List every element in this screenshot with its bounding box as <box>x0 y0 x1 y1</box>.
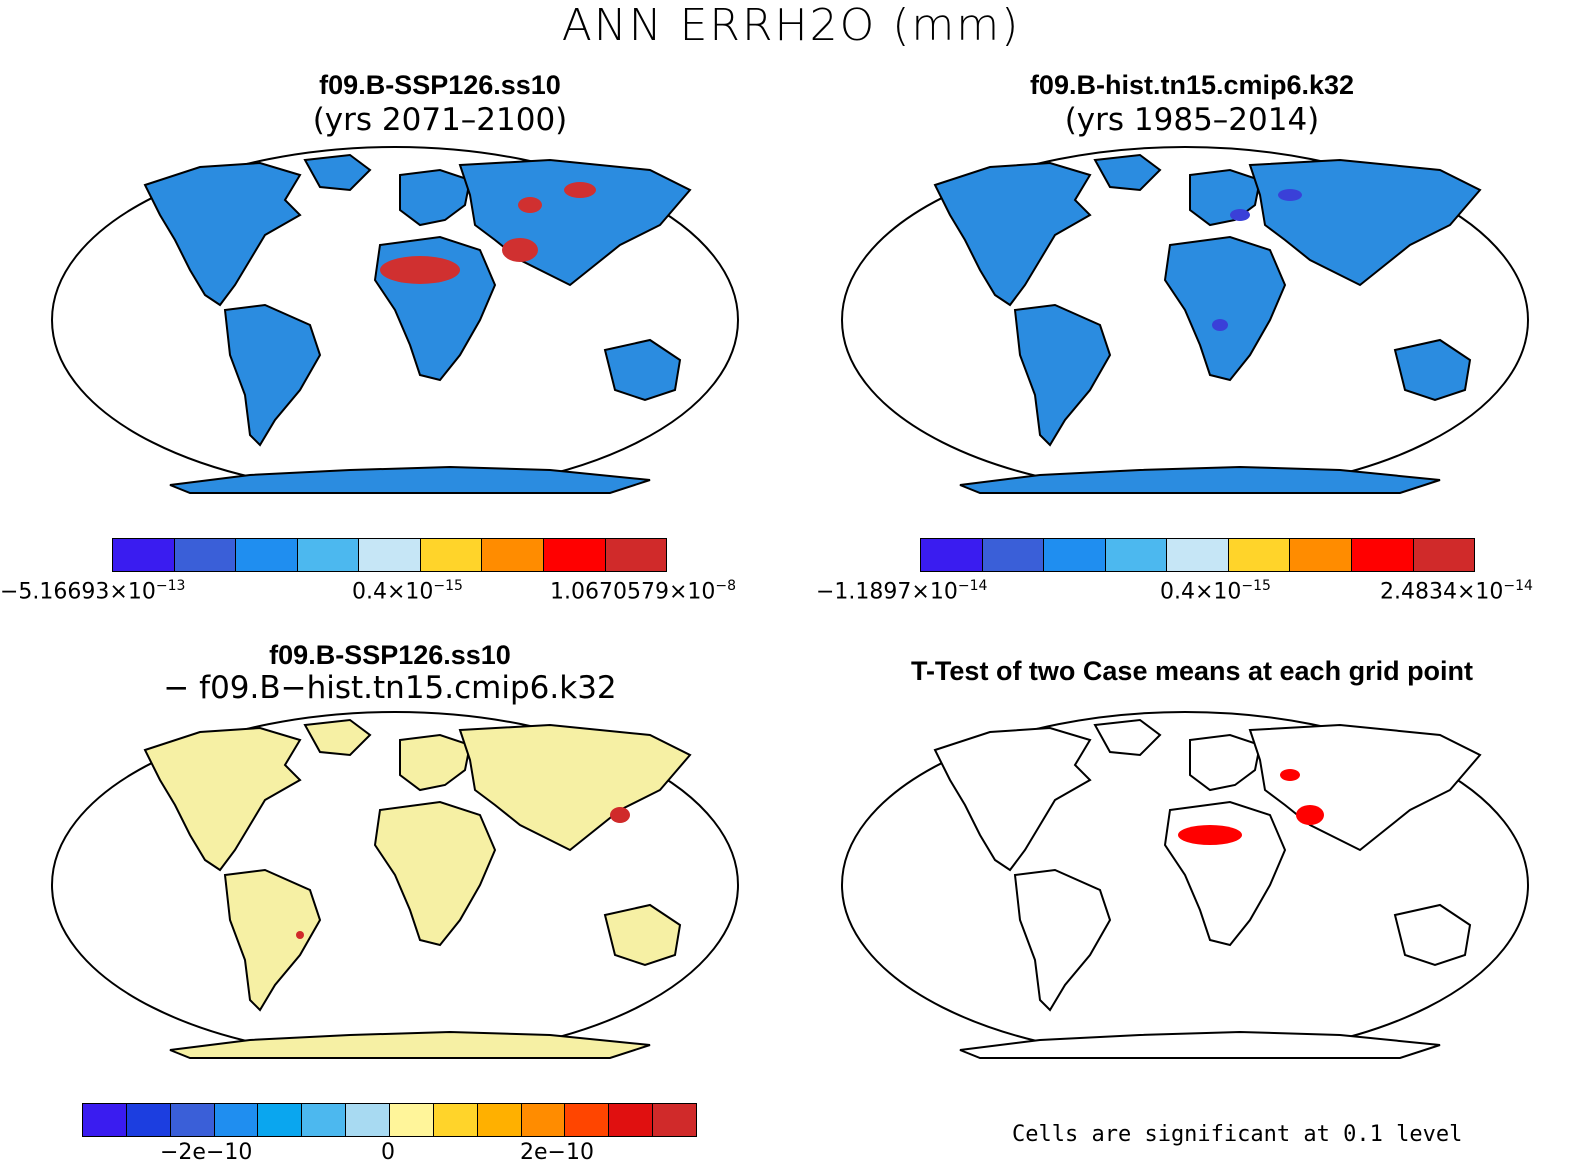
panel-2-colorbar <box>920 538 1475 572</box>
colorbar-swatch <box>236 539 298 571</box>
australia-landmass <box>1393 338 1472 402</box>
australia-landmass <box>603 338 682 402</box>
africa-landmass <box>373 800 497 947</box>
colorbar-swatch <box>302 1104 347 1136</box>
colorbar-swatch <box>609 1104 654 1136</box>
hotspot-region <box>610 807 630 823</box>
panel-1-subtitle: (yrs 2071–2100) <box>312 102 568 138</box>
colorbar-swatch <box>359 539 421 571</box>
hotspot-region <box>1278 189 1302 201</box>
colorbar-swatch <box>1167 539 1229 571</box>
australia-landmass <box>603 903 682 967</box>
south-america-landmass <box>223 868 322 1012</box>
hotspot-region <box>502 238 538 262</box>
south-america-landmass <box>1013 303 1112 447</box>
panel-3-tick-min: −2e−10 <box>160 1140 253 1165</box>
greenland-landmass <box>303 718 372 757</box>
panel-1-tick-max: 1.0670579×10−8 <box>550 578 737 605</box>
colorbar-swatch <box>1351 539 1414 571</box>
panel-2-title: f09.B-hist.tn15.cmip6.k32 <box>1029 70 1355 100</box>
north-america-landmass <box>143 726 302 872</box>
colorbar-swatch <box>653 1104 697 1136</box>
colorbar-swatch <box>543 539 606 571</box>
colorbar-swatch <box>297 539 360 571</box>
australia-landmass <box>1393 903 1472 967</box>
greenland-landmass <box>303 153 372 192</box>
panel-1-colorbar <box>112 538 667 572</box>
colorbar-swatch <box>214 1104 259 1136</box>
colorbar-swatch <box>1044 539 1106 571</box>
colorbar-swatch <box>433 1104 478 1136</box>
europe-landmass <box>399 168 472 227</box>
hotspot-region <box>518 197 542 213</box>
antarctica-landmass <box>169 465 651 494</box>
panel-1-title: f09.B-SSP126.ss10 <box>319 70 561 100</box>
colorbar-swatch <box>482 539 544 571</box>
panel-4-title: T-Test of two Case means at each grid po… <box>910 656 1474 686</box>
north-america-landmass <box>933 726 1092 872</box>
antarctica-landmass <box>169 1030 651 1059</box>
colorbar-swatch <box>420 539 483 571</box>
north-america-landmass <box>143 161 302 307</box>
panel-3-colorbar <box>82 1103 697 1137</box>
hotspot-region <box>564 182 596 198</box>
panel-1-tick-min: −5.16693×10−13 <box>0 578 186 605</box>
panel-3-subtitle: − f09.B−hist.tn15.cmip6.k32 <box>163 670 617 706</box>
asia-landmass <box>1248 158 1482 287</box>
south-america-landmass <box>1013 868 1112 1012</box>
colorbar-swatch <box>521 1104 566 1136</box>
colorbar-swatch <box>113 539 175 571</box>
colorbar-swatch <box>174 539 237 571</box>
panel-1-tick-mid: 0.4×10−15 <box>352 578 463 605</box>
colorbar-swatch <box>477 1104 522 1136</box>
hotspot-region <box>1212 319 1228 331</box>
significance-note: Cells are significant at 0.1 level <box>1012 1122 1463 1147</box>
colorbar-swatch <box>1413 539 1475 571</box>
colorbar-swatch <box>1105 539 1168 571</box>
europe-landmass <box>399 733 472 792</box>
greenland-landmass <box>1093 718 1162 757</box>
panel-3-tick-max: 2e−10 <box>520 1140 594 1165</box>
north-america-landmass <box>933 161 1092 307</box>
colorbar-swatch <box>126 1104 171 1136</box>
colorbar-swatch <box>346 1104 391 1136</box>
asia-landmass <box>458 723 692 852</box>
antarctica-landmass <box>959 1030 1441 1059</box>
hotspot-region <box>296 931 304 939</box>
panel-2-subtitle: (yrs 1985–2014) <box>1064 102 1320 138</box>
hotspot-region <box>1178 825 1242 845</box>
hotspot-region <box>1280 769 1300 781</box>
colorbar-swatch <box>1290 539 1352 571</box>
hotspot-region <box>1230 209 1250 221</box>
panel-3-title: f09.B-SSP126.ss10 <box>269 640 511 670</box>
colorbar-swatch <box>921 539 983 571</box>
antarctica-landmass <box>959 465 1441 494</box>
panel-2-tick-max: 2.4834×10−14 <box>1380 578 1533 605</box>
colorbar-swatch <box>605 539 667 571</box>
colorbar-swatch <box>982 539 1045 571</box>
greenland-landmass <box>1093 153 1162 192</box>
hotspot-region <box>380 256 460 284</box>
panel-3-map <box>51 711 739 1059</box>
south-america-landmass <box>223 303 322 447</box>
africa-landmass <box>1163 235 1287 382</box>
europe-landmass <box>1189 733 1262 792</box>
panel-3-tick-mid: 0 <box>381 1140 395 1165</box>
colorbar-swatch <box>83 1104 127 1136</box>
colorbar-swatch <box>1228 539 1291 571</box>
panel-1-map <box>51 146 739 494</box>
figure-title: ANN ERRH2O (mm) <box>561 0 1021 51</box>
panel-2-map <box>841 146 1529 494</box>
colorbar-swatch <box>258 1104 303 1136</box>
colorbar-swatch <box>390 1104 434 1136</box>
panel-2-tick-mid: 0.4×10−15 <box>1160 578 1271 605</box>
colorbar-swatch <box>565 1104 610 1136</box>
panel-2-tick-min: −1.1897×10−14 <box>816 578 988 605</box>
colorbar-swatch <box>170 1104 215 1136</box>
hotspot-region <box>1296 805 1324 825</box>
panel-4-map <box>841 711 1529 1059</box>
